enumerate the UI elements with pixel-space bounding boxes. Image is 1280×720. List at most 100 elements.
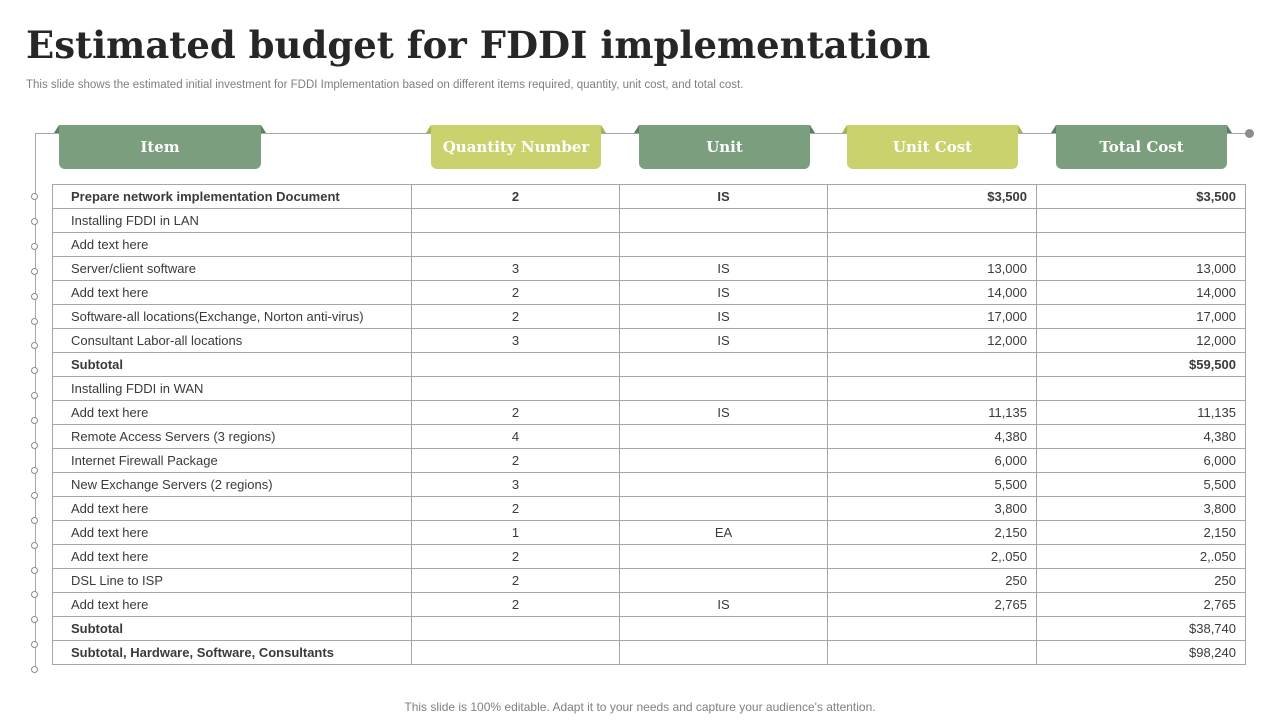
table-row: Add text here 2 2,.050 2,.050 bbox=[52, 544, 1246, 569]
quantity-cell: 2 bbox=[411, 544, 620, 569]
unit-cell: IS bbox=[619, 256, 828, 281]
timeline-node bbox=[31, 417, 38, 425]
total-cost-cell: $59,500 bbox=[1036, 352, 1246, 377]
table-row: Subtotal $38,740 bbox=[52, 616, 1246, 641]
total-cost-cell bbox=[1036, 232, 1246, 257]
quantity-cell bbox=[411, 232, 620, 257]
quantity-cell bbox=[411, 640, 620, 665]
footer-note: This slide is 100% editable. Adapt it to… bbox=[404, 700, 876, 714]
item-cell: New Exchange Servers (2 regions) bbox=[52, 472, 412, 497]
unit-cost-cell bbox=[827, 616, 1037, 641]
unit-cell bbox=[619, 232, 828, 257]
total-cost-cell: 250 bbox=[1036, 568, 1246, 593]
quantity-cell bbox=[411, 352, 620, 377]
total-cost-cell: $98,240 bbox=[1036, 640, 1246, 665]
timeline-node bbox=[31, 466, 38, 474]
item-cell: Add text here bbox=[52, 280, 412, 305]
table-row: DSL Line to ISP 2 250 250 bbox=[52, 568, 1246, 593]
quantity-cell: 3 bbox=[411, 328, 620, 353]
header-tab-quantity: Quantity Number bbox=[426, 125, 606, 169]
header-tab-unit-cost: Unit Cost bbox=[842, 125, 1023, 169]
item-cell: Add text here bbox=[52, 592, 412, 617]
total-cost-cell: 2,150 bbox=[1036, 520, 1246, 545]
total-cost-cell: 2,.050 bbox=[1036, 544, 1246, 569]
item-cell: Prepare network implementation Document bbox=[52, 184, 412, 209]
total-cost-cell: 14,000 bbox=[1036, 280, 1246, 305]
item-cell: Consultant Labor-all locations bbox=[52, 328, 412, 353]
page-title: Estimated budget for FDDI implementation bbox=[26, 23, 931, 67]
timeline-node bbox=[31, 193, 38, 200]
header-unit-label: Unit bbox=[706, 138, 743, 156]
unit-cost-cell: 17,000 bbox=[827, 304, 1037, 329]
item-cell: Software-all locations(Exchange, Norton … bbox=[52, 304, 412, 329]
quantity-cell bbox=[411, 376, 620, 401]
unit-cost-cell: 13,000 bbox=[827, 256, 1037, 281]
quantity-cell: 2 bbox=[411, 400, 620, 425]
quantity-cell: 2 bbox=[411, 184, 620, 209]
table-row: Prepare network implementation Document 2… bbox=[52, 184, 1246, 209]
unit-cost-cell: 2,.050 bbox=[827, 544, 1037, 569]
total-cost-cell: 4,380 bbox=[1036, 424, 1246, 449]
table-row: Add text here 2 IS 11,135 11,135 bbox=[52, 400, 1246, 425]
table-row: Subtotal, Hardware, Software, Consultant… bbox=[52, 640, 1246, 665]
quantity-cell: 3 bbox=[411, 472, 620, 497]
page-subtitle: This slide shows the estimated initial i… bbox=[26, 79, 744, 91]
unit-cell: IS bbox=[619, 280, 828, 305]
timeline-node bbox=[31, 292, 38, 300]
total-cost-cell: 5,500 bbox=[1036, 472, 1246, 497]
quantity-cell: 4 bbox=[411, 424, 620, 449]
timeline-node bbox=[31, 217, 38, 225]
item-cell: Server/client software bbox=[52, 256, 412, 281]
header-tab-total-cost: Total Cost bbox=[1051, 125, 1232, 169]
timeline-node bbox=[31, 666, 38, 674]
unit-cell: IS bbox=[619, 304, 828, 329]
quantity-cell: 2 bbox=[411, 568, 620, 593]
item-cell: Add text here bbox=[52, 544, 412, 569]
table-row: Subtotal $59,500 bbox=[52, 352, 1246, 377]
total-cost-cell bbox=[1036, 208, 1246, 233]
header-unit-cost-label: Unit Cost bbox=[892, 138, 973, 156]
table-row: Installing FDDI in WAN bbox=[52, 376, 1246, 401]
timeline-node bbox=[31, 367, 38, 375]
unit-cost-cell bbox=[827, 640, 1037, 665]
header-tab-unit: Unit bbox=[634, 125, 815, 169]
timeline-node bbox=[31, 491, 38, 499]
quantity-cell: 2 bbox=[411, 496, 620, 521]
item-cell: Remote Access Servers (3 regions) bbox=[52, 424, 412, 449]
header-total-cost-label: Total Cost bbox=[1099, 138, 1184, 156]
total-cost-cell: $3,500 bbox=[1036, 184, 1246, 209]
unit-cell bbox=[619, 376, 828, 401]
unit-cell bbox=[619, 544, 828, 569]
item-cell: Subtotal, Hardware, Software, Consultant… bbox=[52, 640, 412, 665]
unit-cell: IS bbox=[619, 328, 828, 353]
unit-cell bbox=[619, 496, 828, 521]
timeline-end-dot bbox=[1245, 129, 1254, 138]
unit-cost-cell: 14,000 bbox=[827, 280, 1037, 305]
table-row: New Exchange Servers (2 regions) 3 5,500 5,… bbox=[52, 472, 1246, 497]
quantity-cell: 2 bbox=[411, 304, 620, 329]
header-tab-item: Item bbox=[54, 125, 266, 169]
unit-cell: IS bbox=[619, 184, 828, 209]
unit-cost-cell: 4,380 bbox=[827, 424, 1037, 449]
header-item-label: Item bbox=[140, 138, 180, 156]
total-cost-cell: 13,000 bbox=[1036, 256, 1246, 281]
unit-cost-cell bbox=[827, 208, 1037, 233]
timeline-node bbox=[31, 242, 38, 250]
timeline-node bbox=[31, 541, 38, 549]
quantity-cell bbox=[411, 616, 620, 641]
table-row: Add text here 2 IS 2,765 2,765 bbox=[52, 592, 1246, 617]
total-cost-cell: $38,740 bbox=[1036, 616, 1246, 641]
quantity-cell: 3 bbox=[411, 256, 620, 281]
timeline-node bbox=[31, 566, 38, 574]
quantity-cell bbox=[411, 208, 620, 233]
unit-cell bbox=[619, 640, 828, 665]
table-row: Internet Firewall Package 2 6,000 6,000 bbox=[52, 448, 1246, 473]
total-cost-cell: 17,000 bbox=[1036, 304, 1246, 329]
unit-cell bbox=[619, 352, 828, 377]
header-quantity-label: Quantity Number bbox=[442, 138, 590, 156]
total-cost-cell: 3,800 bbox=[1036, 496, 1246, 521]
table-row: Add text here 1 EA 2,150 2,150 bbox=[52, 520, 1246, 545]
table-row: Consultant Labor-all locations 3 IS 12,000 1… bbox=[52, 328, 1246, 353]
unit-cost-cell bbox=[827, 376, 1037, 401]
item-cell: Add text here bbox=[52, 496, 412, 521]
